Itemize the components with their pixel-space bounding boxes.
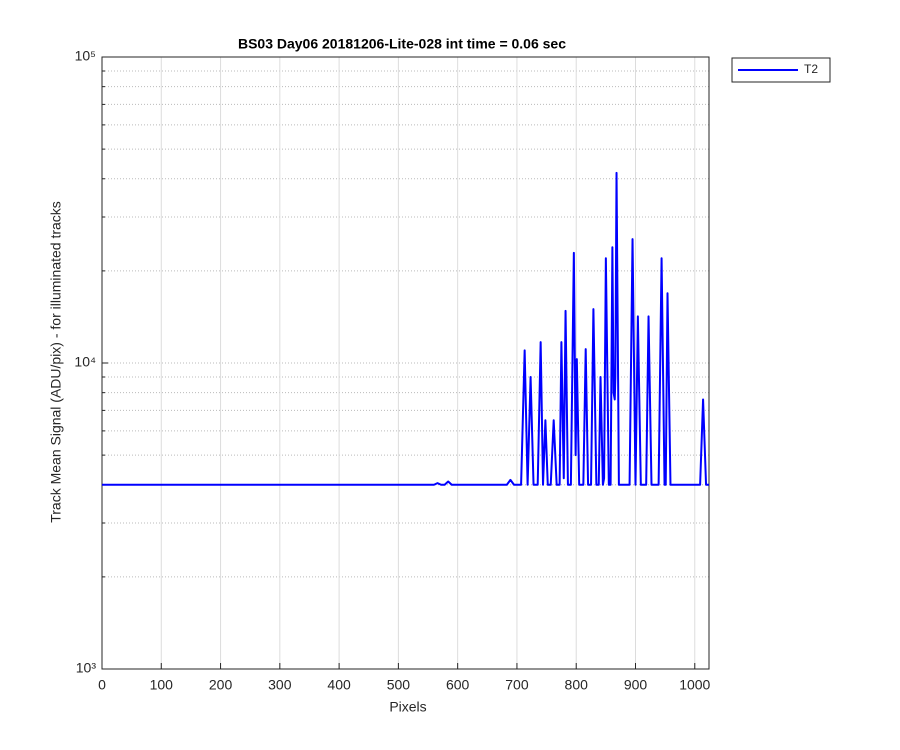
- x-tick-label: 1000: [679, 677, 710, 693]
- x-tick-label: 100: [150, 677, 174, 693]
- x-axis-label: Pixels: [389, 699, 426, 715]
- x-tick-label: 400: [327, 677, 351, 693]
- x-tick-label: 800: [565, 677, 589, 693]
- x-tick-label: 200: [209, 677, 233, 693]
- y-tick-label: 10⁴: [74, 354, 96, 370]
- y-tick-label: 10³: [76, 660, 97, 676]
- x-tick-label: 700: [505, 677, 529, 693]
- x-tick-label: 0: [98, 677, 106, 693]
- x-tick-label: 600: [446, 677, 470, 693]
- chart-title: BS03 Day06 20181206-Lite-028 int time = …: [238, 36, 566, 52]
- legend-label: T2: [804, 62, 818, 76]
- x-tick-label: 900: [624, 677, 648, 693]
- data-line: [102, 171, 709, 486]
- plot-frame: [101, 56, 710, 670]
- x-tick-label: 300: [268, 677, 292, 693]
- x-tick-label: 500: [387, 677, 411, 693]
- y-tick-label: 10⁵: [75, 48, 96, 64]
- y-axis-label: Track Mean Signal (ADU/pix) - for illumi…: [48, 201, 64, 523]
